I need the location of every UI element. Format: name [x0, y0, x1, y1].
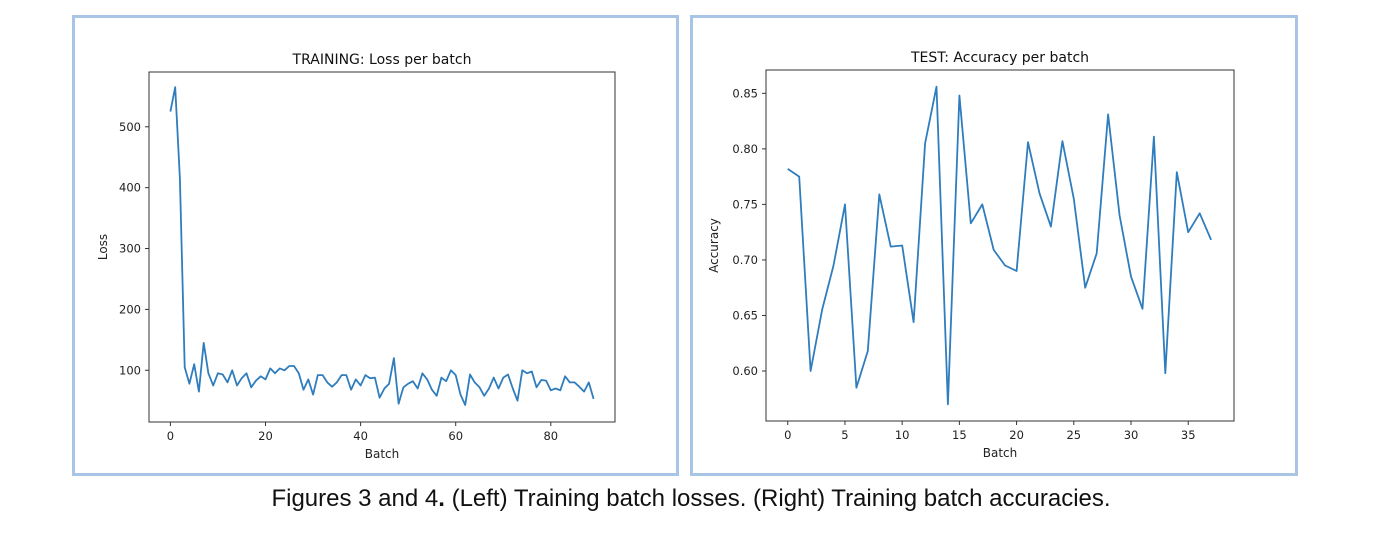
caption-prefix: Figures 3 and 4: [271, 485, 439, 512]
figure-caption: Figures 3 and 4. (Left) Training batch l…: [0, 485, 1382, 513]
y-axis-label: Accuracy: [707, 218, 721, 273]
accuracy-series-line: [787, 85, 1212, 406]
loss-chart-panel: TRAINING: Loss per batch 0 20 40 60 80 100 200 3…: [72, 15, 679, 476]
x-tick-label: 30: [1124, 428, 1139, 442]
x-tick-label: 60: [448, 429, 463, 443]
x-tick-label: 15: [952, 428, 967, 442]
y-tick-label: 0.80: [732, 142, 758, 156]
loss-chart: TRAINING: Loss per batch 0 20 40 60 80 100 200 3…: [96, 52, 616, 461]
plot-frame: [148, 71, 616, 423]
y-tick-label: 0.65: [732, 308, 758, 322]
chart-title: TRAINING: Loss per batch: [292, 52, 472, 68]
y-tick-label: 0.85: [732, 86, 758, 100]
y-tick-label: 200: [119, 302, 141, 316]
x-tick-label: 80: [543, 429, 558, 443]
x-tick-label: 40: [353, 429, 368, 443]
y-tick-label: 0.70: [732, 253, 758, 267]
caption-text: (Left) Training batch losses. (Right) Tr…: [444, 485, 1111, 512]
y-tick-label: 0.60: [732, 364, 758, 378]
accuracy-chart: TEST: Accuracy per batch 0 5 10 15 20 25 30 35 0.…: [707, 50, 1235, 460]
x-axis-label: Batch: [365, 447, 400, 461]
x-tick-label: 20: [1009, 428, 1024, 442]
x-axis-label: Batch: [983, 446, 1018, 460]
x-tick-label: 0: [784, 428, 791, 442]
x-tick-label: 5: [841, 428, 848, 442]
x-tick-label: 0: [167, 429, 174, 443]
y-tick-label: 500: [119, 120, 141, 134]
y-tick-label: 400: [119, 181, 141, 195]
chart-title: TEST: Accuracy per batch: [910, 50, 1089, 66]
loss-series-line: [169, 86, 595, 406]
y-tick-label: 100: [119, 363, 141, 377]
y-tick-label: 0.75: [732, 197, 758, 211]
accuracy-chart-panel: TEST: Accuracy per batch 0 5 10 15 20 25 30 35 0.…: [690, 15, 1298, 476]
x-tick-label: 20: [258, 429, 273, 443]
y-tick-label: 300: [119, 242, 141, 256]
caption-dot: .: [438, 485, 445, 512]
plot-frame: [765, 69, 1235, 422]
x-tick-label: 35: [1181, 428, 1196, 442]
x-tick-label: 10: [895, 428, 910, 442]
x-tick-label: 25: [1066, 428, 1081, 442]
y-axis-label: Loss: [96, 234, 110, 260]
